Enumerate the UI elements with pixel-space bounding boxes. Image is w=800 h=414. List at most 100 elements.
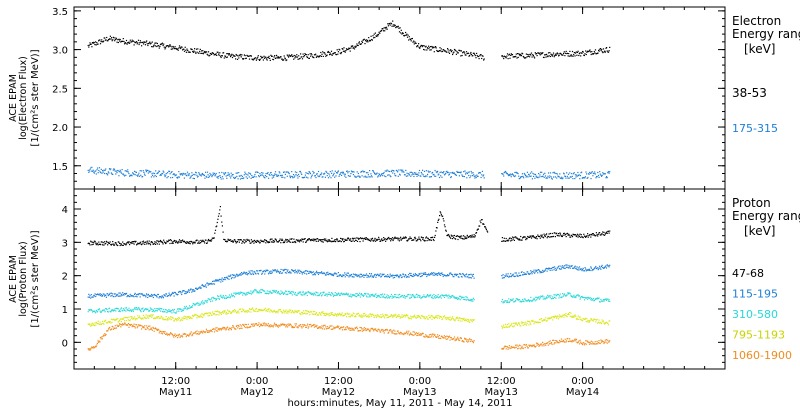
electron-data-point [343,172,344,173]
electron-data-point [229,174,230,175]
proton-data-point [422,275,423,276]
proton-data-point [400,275,401,276]
proton-data-point [185,291,186,292]
proton-data-point [127,317,128,318]
electron-data-point [446,171,447,172]
proton-data-point [377,295,378,296]
proton-data-point [298,271,299,272]
electron-data-point [453,52,454,53]
proton-data-point [226,312,227,313]
proton-data-point [345,314,346,315]
electron-data-point [515,56,516,57]
electron-data-point [319,56,320,57]
electron-data-point [424,171,425,172]
electron-data-point [254,174,255,175]
proton-data-point [282,292,283,293]
electron-data-point [356,46,357,47]
proton-data-point [427,240,428,241]
proton-data-point [444,224,445,225]
electron-data-point [294,177,295,178]
proton-data-point [110,241,111,242]
electron-data-point [535,52,536,53]
proton-data-point [509,237,510,238]
proton-data-point [92,242,93,243]
electron-data-point [352,171,353,172]
proton-data-point [220,281,221,282]
electron-data-point [576,55,577,56]
proton-data-point [555,236,556,237]
electron-data-point [262,175,263,176]
electron-data-point [248,56,249,57]
proton-data-point [141,244,142,245]
proton-data-point [157,243,158,244]
proton-data-point [101,241,102,242]
proton-data-point [158,297,159,298]
electron-data-point [206,51,207,52]
electron-data-point [372,35,373,36]
proton-data-point [169,311,170,312]
proton-data-point [396,317,397,318]
electron-data-point [116,171,117,172]
proton-data-point [287,271,288,272]
electron-data-point [597,53,598,54]
proton-data-point [219,311,220,312]
proton-data-point [100,293,101,294]
proton-data-point [157,310,158,311]
proton-data-point [118,242,119,243]
proton-data-point [438,315,439,316]
proton-data-point [265,242,266,243]
electron-data-point [312,171,313,172]
electron-data-point [272,175,273,176]
proton-data-point [401,240,402,241]
proton-data-point [293,292,294,293]
electron-data-point [103,172,104,173]
electron-data-point [277,56,278,57]
proton-data-point [168,317,169,318]
proton-data-point [315,294,316,295]
electron-data-point [367,40,368,41]
proton-data-point [235,275,236,276]
proton-data-point [352,295,353,296]
proton-data-point [204,303,205,304]
proton-data-point [220,206,221,207]
electron-data-point [229,54,230,55]
proton-data-point [553,298,554,299]
electron-data-point [132,40,133,41]
proton-data-point [89,297,90,298]
electron-data-point [573,56,574,57]
proton-data-point [183,308,184,309]
proton-data-point [182,291,183,292]
proton-data-point [392,298,393,299]
proton-data-point [569,235,570,236]
electron-data-point [98,170,99,171]
electron-data-point [162,43,163,44]
electron-data-point [456,175,457,176]
electron-data-point [257,172,258,173]
proton-data-point [486,230,487,231]
proton-data-point [190,243,191,244]
electron-data-point [125,175,126,176]
electron-data-point [574,178,575,179]
electron-data-point [511,176,512,177]
proton-data-point [448,319,449,320]
electron-data-point [101,173,102,174]
electron-data-point [234,56,235,57]
electron-data-point [238,55,239,56]
proton-data-point [347,275,348,276]
proton-data-point [457,239,458,240]
proton-data-point [239,242,240,243]
proton-data-point [121,307,122,308]
electron-data-point [287,55,288,56]
proton-data-point [467,235,468,236]
proton-data-point [179,239,180,240]
electron-data-point [143,170,144,171]
electron-data-point [243,58,244,59]
electron-data-point [190,52,191,53]
electron-data-point [356,43,357,44]
proton-data-point [240,293,241,294]
electron-data-point [574,55,575,56]
proton-data-point [370,241,371,242]
proton-data-point [412,276,413,277]
proton-data-point [339,313,340,314]
proton-data-point [438,220,439,221]
